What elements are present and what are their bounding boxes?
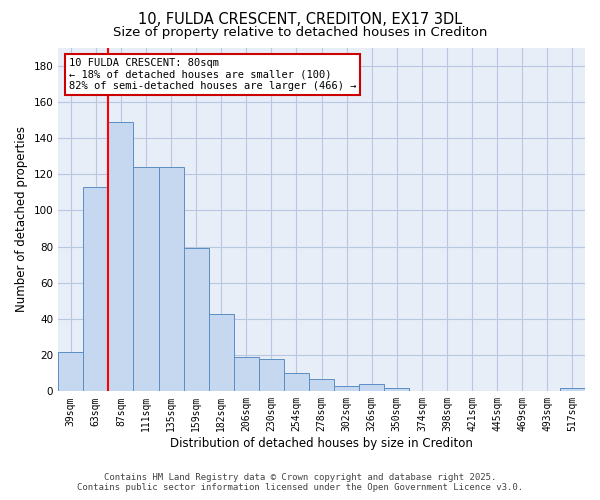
Bar: [133, 167, 158, 392]
Bar: [209, 314, 234, 392]
Bar: [184, 248, 209, 392]
Bar: [83, 187, 109, 392]
Bar: [109, 122, 133, 392]
Text: 10 FULDA CRESCENT: 80sqm
← 18% of detached houses are smaller (100)
82% of semi-: 10 FULDA CRESCENT: 80sqm ← 18% of detach…: [69, 58, 356, 91]
Bar: [334, 386, 359, 392]
Bar: [58, 352, 83, 392]
Bar: [158, 167, 184, 392]
Bar: [284, 373, 309, 392]
Y-axis label: Number of detached properties: Number of detached properties: [15, 126, 28, 312]
Bar: [359, 384, 385, 392]
Bar: [234, 357, 259, 392]
X-axis label: Distribution of detached houses by size in Crediton: Distribution of detached houses by size …: [170, 437, 473, 450]
Bar: [385, 388, 409, 392]
Text: Size of property relative to detached houses in Crediton: Size of property relative to detached ho…: [113, 26, 487, 39]
Bar: [309, 378, 334, 392]
Text: 10, FULDA CRESCENT, CREDITON, EX17 3DL: 10, FULDA CRESCENT, CREDITON, EX17 3DL: [138, 12, 462, 28]
Text: Contains HM Land Registry data © Crown copyright and database right 2025.
Contai: Contains HM Land Registry data © Crown c…: [77, 473, 523, 492]
Bar: [259, 359, 284, 392]
Bar: [560, 388, 585, 392]
